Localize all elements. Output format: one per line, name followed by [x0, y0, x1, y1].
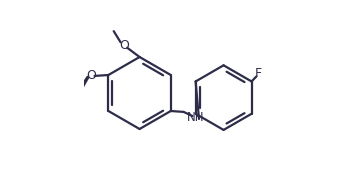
Text: NH: NH	[187, 111, 204, 124]
Text: O: O	[86, 69, 96, 82]
Text: F: F	[255, 67, 262, 80]
Text: O: O	[119, 39, 129, 52]
